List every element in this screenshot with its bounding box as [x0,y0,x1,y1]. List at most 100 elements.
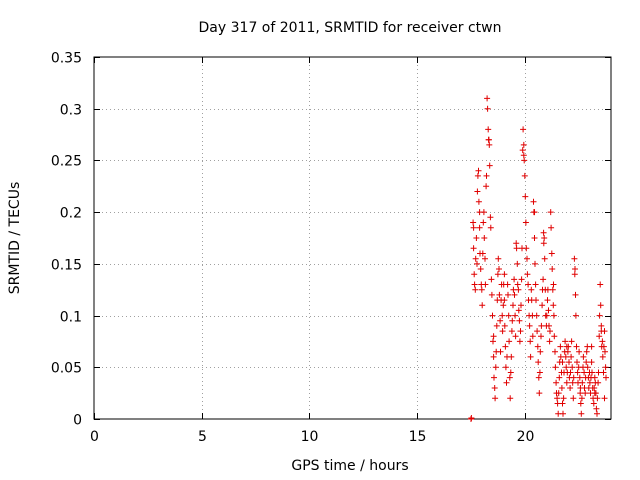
data-point [482,281,489,288]
data-point [570,374,577,381]
data-point [568,338,575,345]
data-point [560,410,566,417]
data-point [488,291,495,298]
data-point [534,343,541,350]
data-point [472,286,479,293]
data-point [501,297,508,304]
x-tick-labels: 0 5 10 15 20 [90,429,534,445]
data-point [550,281,557,288]
data-point [507,369,514,376]
data-point [488,276,495,283]
data-point [545,307,552,314]
data-point [475,167,482,174]
data-point [518,276,525,283]
data-point [586,379,593,386]
data-point [477,266,484,272]
data-point [559,400,566,407]
data-point [569,364,576,371]
data-point [548,250,555,257]
data-point [597,302,604,309]
data-point [543,312,550,319]
data-point [472,255,479,262]
data-point [571,271,578,278]
data-point [485,126,492,133]
data-point [550,312,557,319]
data-point [527,338,534,345]
data-point [484,95,491,102]
data-point [546,322,552,329]
data-point [531,209,538,216]
data-point [470,224,477,231]
data-point [552,364,559,371]
data-point [594,410,600,417]
data-point [470,219,477,226]
data-point [491,374,497,381]
data-point [470,245,477,252]
data-point [495,255,502,262]
data-point [601,328,608,335]
data-point [532,281,539,288]
data-point [539,302,546,309]
data-point [547,209,554,216]
data-point [501,322,508,329]
data-point [524,271,531,278]
data-points [468,95,609,422]
data-point [520,152,527,159]
data-point [500,302,507,309]
data-point [520,126,527,133]
data-point [517,328,524,335]
x-tick-label: 0 [90,429,99,445]
data-point [563,343,570,350]
data-point [591,374,598,381]
data-point [578,410,585,417]
data-point [515,307,522,314]
data-point [501,271,508,278]
data-point [602,364,609,371]
data-point [504,281,511,288]
data-point [480,219,487,226]
data-point [508,328,515,335]
data-point [478,286,485,293]
data-point [521,157,528,164]
data-point [527,353,534,360]
data-point [489,312,496,319]
data-point [595,379,602,386]
data-point [492,395,499,402]
data-point [515,286,522,293]
data-point [553,379,560,386]
data-point [563,379,570,386]
data-point [596,333,603,340]
data-point [556,374,563,381]
data-point [496,266,502,272]
data-point [499,328,506,335]
data-point [549,266,556,272]
data-point [532,260,538,267]
data-point [533,312,540,319]
data-point [583,359,590,366]
data-point [484,105,491,112]
data-point [524,255,530,262]
data-point [541,255,548,262]
data-point [479,302,486,309]
data-point [560,395,567,402]
y-tick-label: 0.25 [51,154,82,170]
data-point [591,390,598,397]
y-tick-label: 0.15 [51,258,82,274]
x-axis-label: GPS time / hours [291,458,408,474]
data-point [536,369,543,376]
data-point [590,400,597,407]
data-point [513,240,520,247]
y-tick-label: 0.3 [60,103,82,119]
data-point [533,297,539,304]
data-point [483,172,490,179]
data-point [471,271,478,278]
data-point [535,374,542,381]
data-point [475,198,482,205]
data-point [522,219,529,226]
data-point [511,276,518,283]
data-point [603,374,609,381]
data-point [600,343,607,350]
data-point [540,276,547,283]
y-axis-label: SRMTID / TECUs [7,182,23,295]
data-point [490,333,497,340]
